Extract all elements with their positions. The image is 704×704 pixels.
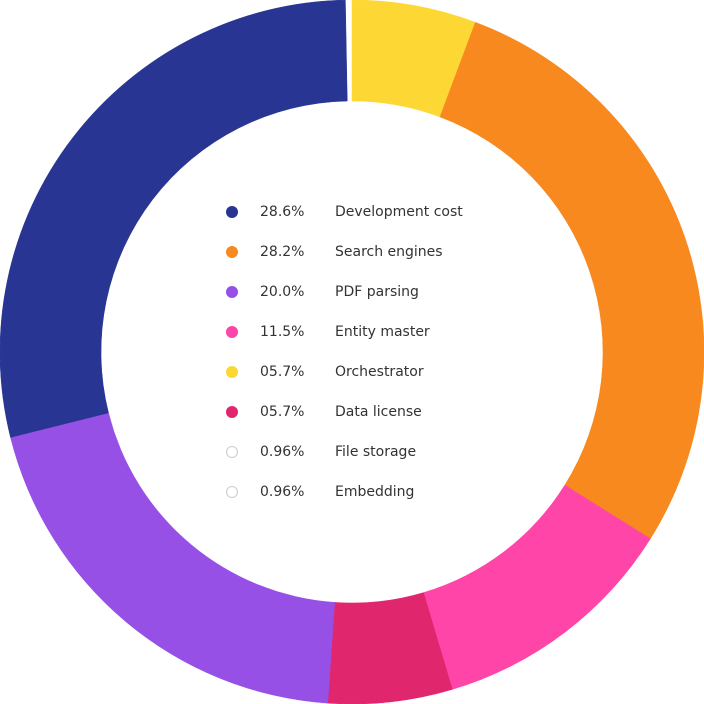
legend-value: 05.7% — [260, 364, 304, 380]
legend-value: 28.6% — [260, 204, 304, 220]
donut-slice — [10, 412, 335, 704]
legend-label: Data license — [335, 404, 422, 420]
legend-label: Search engines — [335, 244, 443, 260]
legend-marker — [226, 446, 238, 458]
legend-marker — [226, 406, 238, 418]
legend-label: Development cost — [335, 204, 463, 220]
legend-label: Entity master — [335, 324, 430, 340]
legend-value: 11.5% — [260, 324, 304, 340]
legend-value: 0.96% — [260, 484, 304, 500]
legend-value: 20.0% — [260, 284, 304, 300]
legend-label: Embedding — [335, 484, 414, 500]
legend-label: File storage — [335, 444, 416, 460]
donut-slice — [0, 0, 348, 438]
legend-marker — [226, 326, 238, 338]
legend-marker — [226, 246, 238, 258]
legend-label: PDF parsing — [335, 284, 419, 300]
legend-marker — [226, 486, 238, 498]
legend-value: 0.96% — [260, 444, 304, 460]
legend-label: Orchestrator — [335, 364, 424, 380]
legend-value: 05.7% — [260, 404, 304, 420]
legend-value: 28.2% — [260, 244, 304, 260]
legend-marker — [226, 206, 238, 218]
legend-marker — [226, 366, 238, 378]
legend-marker — [226, 286, 238, 298]
donut-slice — [439, 22, 704, 540]
